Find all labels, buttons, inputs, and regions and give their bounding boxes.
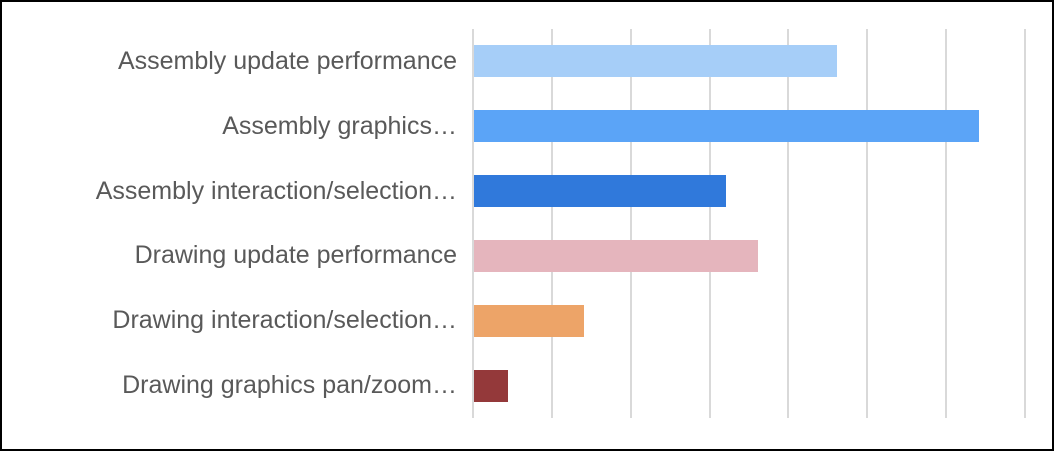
gridline [1024,29,1026,418]
bar-assembly-graphics [474,110,979,143]
bar-assembly-interaction-selection [474,175,727,208]
category-label-assembly-update-performance: Assembly update performance [117,46,457,75]
category-axis: Assembly update performance Assembly gra… [2,29,457,418]
category-label-assembly-graphics: Assembly graphics… [222,111,457,140]
bar-row [473,353,1025,418]
bar-drawing-graphics-pan-zoom [474,369,508,402]
bar-row [473,224,1025,289]
gridline [472,29,474,418]
bar-layer [473,29,1025,418]
gridline [550,29,553,418]
bar-assembly-update-performance [474,45,837,78]
bar-row [473,288,1025,353]
bar-drawing-interaction-selection [474,304,585,337]
gridline-layer [472,29,1026,418]
category-label-assembly-interaction-selection: Assembly interaction/selection… [95,176,457,205]
gridline [787,29,790,418]
bar-row [473,94,1025,159]
category-label-drawing-update-performance: Drawing update performance [134,241,457,270]
category-label-drawing-graphics-pan-zoom: Drawing graphics pan/zoom… [122,371,457,400]
gridline [708,29,711,418]
gridline [629,29,632,418]
gridline [866,29,869,418]
plot-area [472,29,1026,418]
gridline [945,29,948,418]
bar-row [473,29,1025,94]
bar-row [473,159,1025,224]
bar-drawing-update-performance [474,239,758,272]
category-label-drawing-interaction-selection: Drawing interaction/selection… [112,306,457,335]
